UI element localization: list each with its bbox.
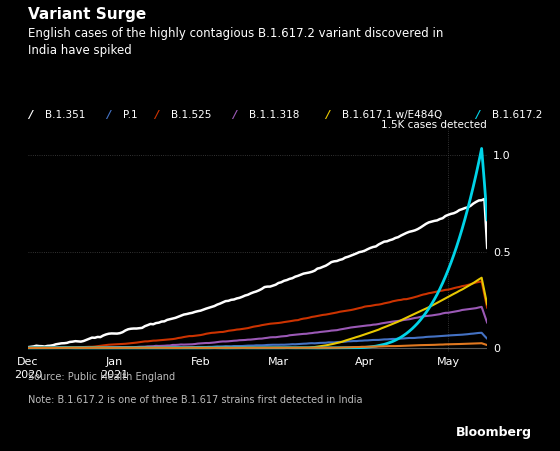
Text: Source: Public Health England: Source: Public Health England: [28, 372, 175, 382]
Text: /: /: [232, 110, 236, 120]
Text: Note: B.1.617.2 is one of three B.1.617 strains first detected in India: Note: B.1.617.2 is one of three B.1.617 …: [28, 395, 362, 405]
Text: /: /: [325, 110, 329, 120]
Text: B.1.1.318: B.1.1.318: [249, 110, 300, 120]
Text: P.1: P.1: [123, 110, 137, 120]
Text: 1.5K cases detected: 1.5K cases detected: [381, 120, 487, 129]
Text: /: /: [106, 110, 110, 120]
Text: B.1.617.2: B.1.617.2: [492, 110, 543, 120]
Text: B.1.525: B.1.525: [171, 110, 212, 120]
Text: /: /: [155, 110, 158, 120]
Text: Variant Surge: Variant Surge: [28, 7, 146, 22]
Text: B.1.351: B.1.351: [45, 110, 85, 120]
Text: B.1.617.1 w/E484Q: B.1.617.1 w/E484Q: [342, 110, 442, 120]
Text: /: /: [475, 110, 479, 120]
Text: /: /: [28, 110, 32, 120]
Text: English cases of the highly contagious B.1.617.2 variant discovered in
India hav: English cases of the highly contagious B…: [28, 27, 444, 57]
Text: Bloomberg: Bloomberg: [456, 426, 532, 439]
